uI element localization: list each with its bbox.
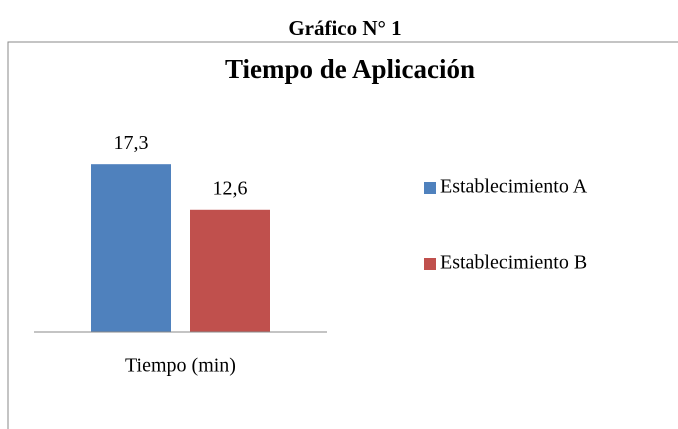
x-tick-label: Tiempo (min) (125, 355, 236, 377)
chart-frame (7, 41, 678, 429)
chart-title: Tiempo de Aplicación (225, 54, 475, 84)
value-label: 17,3 (114, 132, 149, 154)
legend-swatch (424, 258, 436, 270)
heading: Gráfico N° 1 (288, 16, 401, 40)
bar (91, 164, 171, 332)
legend-label: Establecimiento A (440, 176, 588, 198)
legend-label: Establecimiento B (440, 252, 587, 274)
bar (190, 209, 270, 332)
legend-swatch (424, 182, 436, 194)
value-label: 12,6 (213, 177, 248, 199)
